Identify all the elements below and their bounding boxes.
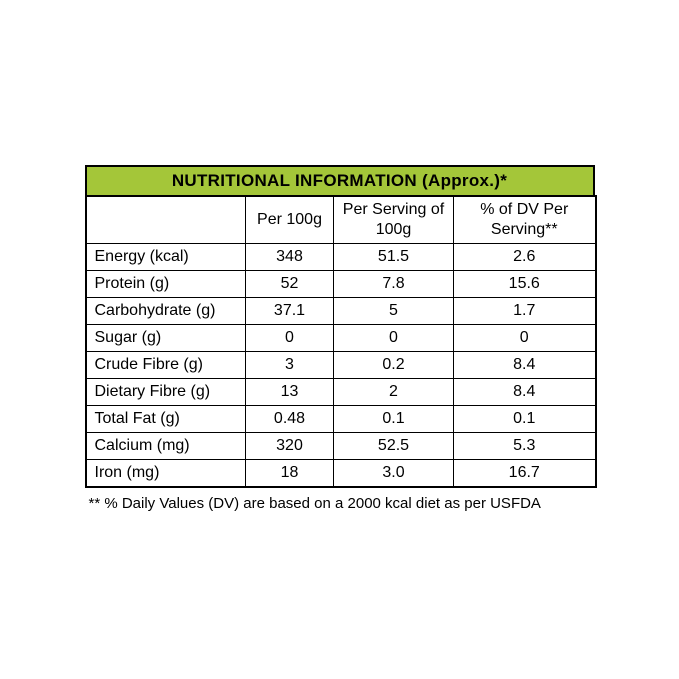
row-value: 2 bbox=[334, 378, 454, 405]
row-label: Crude Fibre (g) bbox=[86, 351, 246, 378]
col-header-per100g: Per 100g bbox=[246, 196, 334, 244]
col-header-label bbox=[86, 196, 246, 244]
row-label: Calcium (mg) bbox=[86, 432, 246, 459]
row-value: 3 bbox=[246, 351, 334, 378]
row-value: 5.3 bbox=[454, 432, 596, 459]
table-row: Iron (mg)183.016.7 bbox=[86, 459, 596, 487]
row-value: 0.2 bbox=[334, 351, 454, 378]
row-value: 0.1 bbox=[334, 405, 454, 432]
row-value: 320 bbox=[246, 432, 334, 459]
row-value: 16.7 bbox=[454, 459, 596, 487]
row-value: 0.1 bbox=[454, 405, 596, 432]
table-row: Calcium (mg)32052.55.3 bbox=[86, 432, 596, 459]
nutrition-panel: NUTRITIONAL INFORMATION (Approx.)* Per 1… bbox=[85, 165, 595, 514]
nutrition-table: Per 100g Per Serving of 100g % of DV Per… bbox=[85, 195, 597, 488]
row-value: 348 bbox=[246, 243, 334, 270]
row-value: 0 bbox=[246, 324, 334, 351]
table-row: Protein (g)527.815.6 bbox=[86, 270, 596, 297]
row-value: 5 bbox=[334, 297, 454, 324]
row-label: Protein (g) bbox=[86, 270, 246, 297]
row-value: 13 bbox=[246, 378, 334, 405]
row-value: 3.0 bbox=[334, 459, 454, 487]
row-value: 1.7 bbox=[454, 297, 596, 324]
table-header-row: Per 100g Per Serving of 100g % of DV Per… bbox=[86, 196, 596, 244]
panel-title: NUTRITIONAL INFORMATION (Approx.)* bbox=[85, 165, 595, 195]
row-value: 52.5 bbox=[334, 432, 454, 459]
row-value: 0.48 bbox=[246, 405, 334, 432]
row-label: Energy (kcal) bbox=[86, 243, 246, 270]
row-value: 0 bbox=[334, 324, 454, 351]
row-label: Dietary Fibre (g) bbox=[86, 378, 246, 405]
row-value: 51.5 bbox=[334, 243, 454, 270]
table-row: Carbohydrate (g)37.151.7 bbox=[86, 297, 596, 324]
row-value: 15.6 bbox=[454, 270, 596, 297]
row-value: 0 bbox=[454, 324, 596, 351]
row-label: Total Fat (g) bbox=[86, 405, 246, 432]
table-row: Dietary Fibre (g)1328.4 bbox=[86, 378, 596, 405]
row-value: 7.8 bbox=[334, 270, 454, 297]
table-row: Crude Fibre (g)30.28.4 bbox=[86, 351, 596, 378]
row-value: 8.4 bbox=[454, 351, 596, 378]
row-value: 2.6 bbox=[454, 243, 596, 270]
table-row: Sugar (g)000 bbox=[86, 324, 596, 351]
row-label: Iron (mg) bbox=[86, 459, 246, 487]
row-value: 52 bbox=[246, 270, 334, 297]
col-header-per-serving: Per Serving of 100g bbox=[334, 196, 454, 244]
table-body: Energy (kcal)34851.52.6Protein (g)527.81… bbox=[86, 243, 596, 487]
row-label: Carbohydrate (g) bbox=[86, 297, 246, 324]
col-header-dv: % of DV Per Serving** bbox=[454, 196, 596, 244]
footnote: ** % Daily Values (DV) are based on a 20… bbox=[85, 488, 595, 514]
row-value: 37.1 bbox=[246, 297, 334, 324]
table-row: Energy (kcal)34851.52.6 bbox=[86, 243, 596, 270]
row-value: 18 bbox=[246, 459, 334, 487]
row-label: Sugar (g) bbox=[86, 324, 246, 351]
row-value: 8.4 bbox=[454, 378, 596, 405]
table-row: Total Fat (g)0.480.10.1 bbox=[86, 405, 596, 432]
